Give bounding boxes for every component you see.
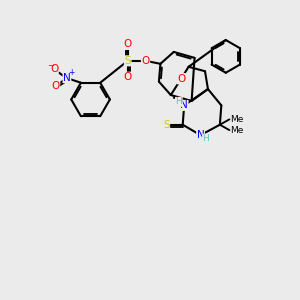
Text: S: S: [163, 120, 170, 130]
Text: O: O: [124, 72, 132, 82]
Text: O: O: [124, 40, 132, 50]
Text: S: S: [124, 56, 131, 66]
Text: H: H: [202, 134, 209, 143]
Text: Me: Me: [230, 126, 244, 135]
Text: Me: Me: [230, 115, 244, 124]
Text: N: N: [197, 130, 204, 140]
Text: O: O: [50, 64, 58, 74]
Text: O: O: [177, 74, 185, 84]
Text: O: O: [141, 56, 150, 66]
Text: −: −: [47, 61, 54, 70]
Text: N: N: [63, 73, 71, 83]
Text: O: O: [52, 81, 60, 91]
Text: O: O: [177, 74, 185, 84]
Text: N: N: [180, 100, 188, 110]
Text: H: H: [176, 97, 182, 106]
Text: +: +: [68, 68, 74, 77]
